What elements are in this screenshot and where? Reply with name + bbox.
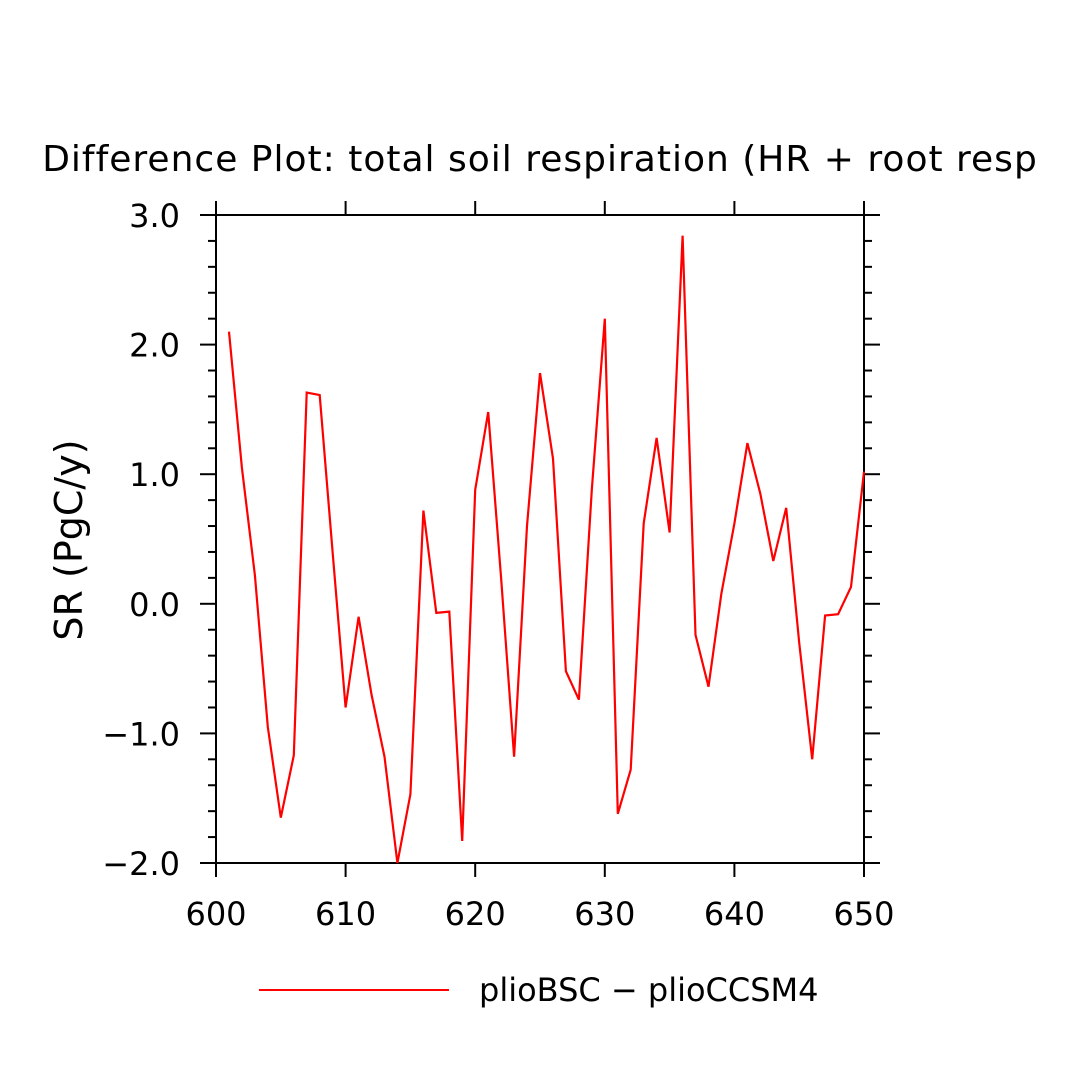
y-tick-label: 3.0 [129,197,180,235]
x-tick-label: 620 [445,895,506,933]
legend-label: plioBSC − plioCCSM4 [479,971,819,1009]
x-tick-label: 640 [704,895,765,933]
y-tick-label: −2.0 [102,845,180,883]
plot-area: 600 610 620 630 640 650 −2.0 −1.0 0.0 1.0 2.0 3.0 [102,197,894,933]
y-tick-label: −1.0 [102,715,180,753]
y-tick-label: 2.0 [129,327,180,365]
series-line [227,235,866,864]
plot-frame [215,214,865,864]
x-tick-label: 600 [185,895,246,933]
x-tick-label: 610 [315,895,376,933]
legend: plioBSC − plioCCSM4 [259,971,819,1009]
y-tick-label: 1.0 [129,456,180,494]
x-tick-label: 630 [574,895,635,933]
chart-title: Difference Plot: total soil respiration … [42,139,1038,180]
y-axis-label: SR (PgC/y) [47,439,91,640]
y-tick-label: 0.0 [129,586,180,624]
x-tick-label: 650 [833,895,894,933]
